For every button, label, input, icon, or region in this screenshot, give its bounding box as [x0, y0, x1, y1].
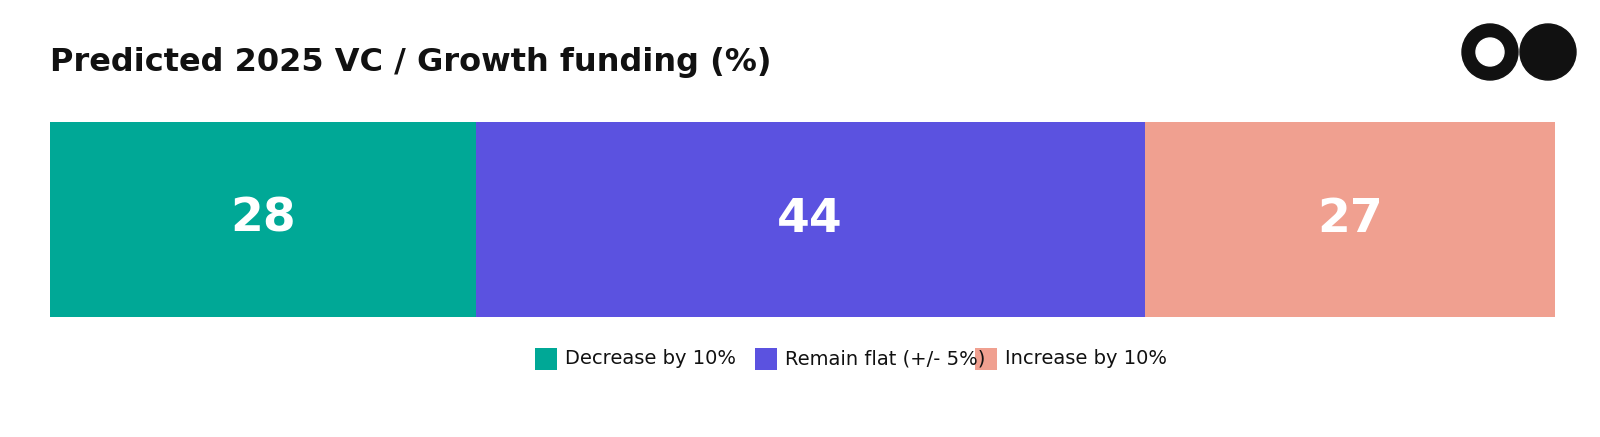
Text: Remain flat (+/- 5%): Remain flat (+/- 5%) — [786, 350, 986, 368]
FancyBboxPatch shape — [755, 348, 778, 370]
Text: Decrease by 10%: Decrease by 10% — [565, 350, 736, 368]
Circle shape — [1520, 24, 1576, 80]
Circle shape — [1462, 24, 1518, 80]
FancyBboxPatch shape — [974, 348, 997, 370]
Text: 44: 44 — [778, 197, 843, 242]
FancyBboxPatch shape — [475, 122, 1144, 317]
Text: Predicted 2025 VC / Growth funding (%): Predicted 2025 VC / Growth funding (%) — [50, 47, 771, 78]
Text: 27: 27 — [1317, 197, 1382, 242]
Text: Increase by 10%: Increase by 10% — [1005, 350, 1166, 368]
FancyBboxPatch shape — [1144, 122, 1555, 317]
FancyBboxPatch shape — [534, 348, 557, 370]
Circle shape — [1475, 38, 1504, 66]
FancyBboxPatch shape — [50, 122, 475, 317]
Text: 28: 28 — [230, 197, 296, 242]
